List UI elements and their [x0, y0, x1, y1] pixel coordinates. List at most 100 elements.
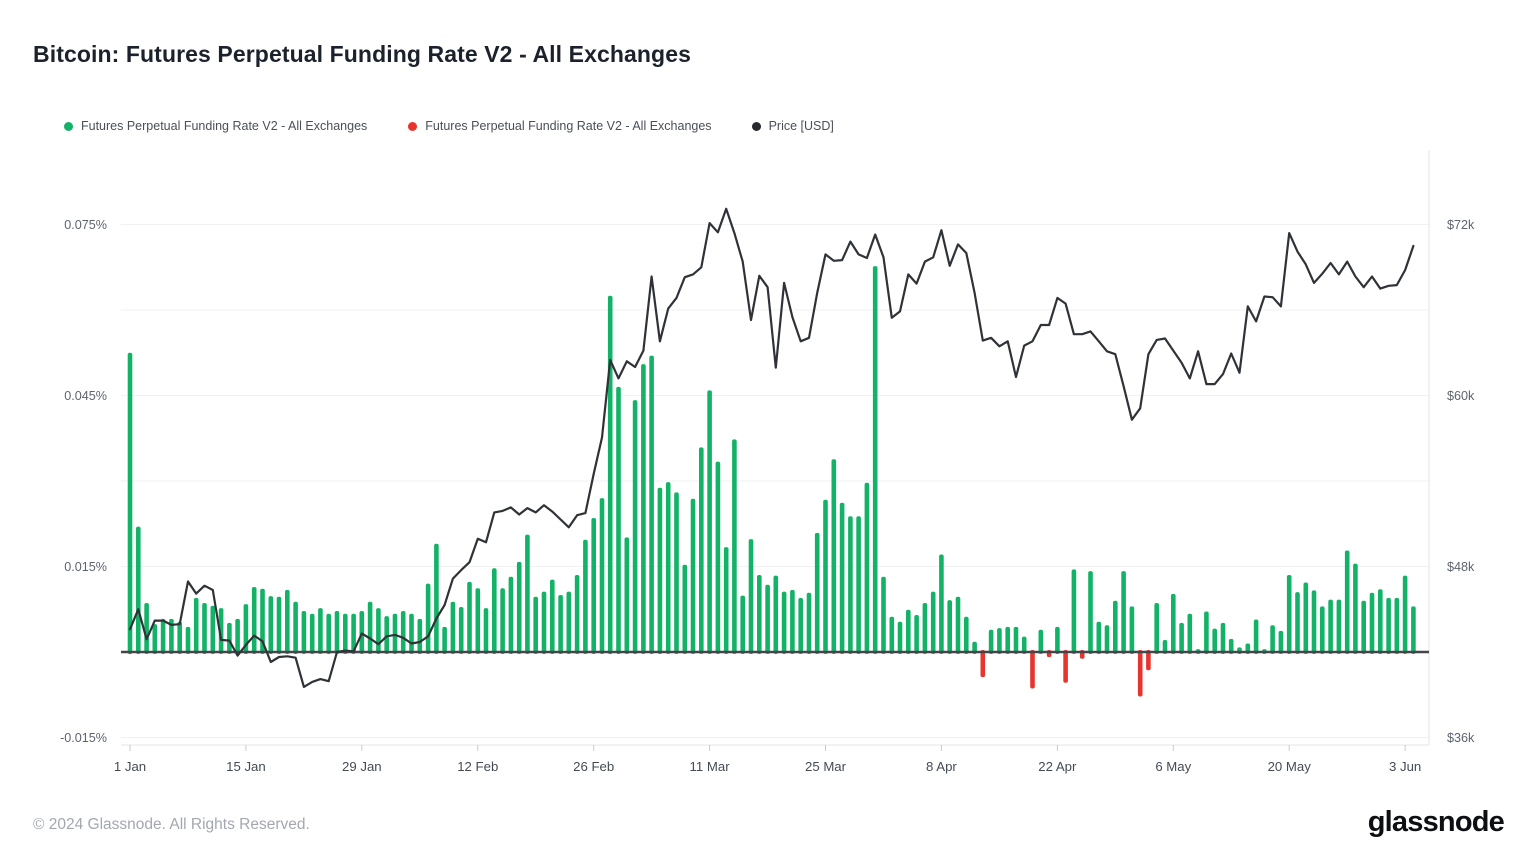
- funding-bar-positive[interactable]: [930, 591, 936, 654]
- funding-bar-positive[interactable]: [1361, 600, 1366, 654]
- funding-bar-positive[interactable]: [632, 400, 638, 654]
- funding-bar-negative[interactable]: [980, 650, 986, 678]
- funding-bar-positive[interactable]: [657, 487, 663, 654]
- funding-bar-positive[interactable]: [1187, 613, 1193, 654]
- funding-bar-positive[interactable]: [144, 603, 149, 654]
- funding-bar-positive[interactable]: [1311, 590, 1317, 654]
- funding-bar-positive[interactable]: [690, 498, 696, 654]
- funding-bar-positive[interactable]: [757, 575, 762, 654]
- funding-bar-negative[interactable]: [1030, 650, 1035, 689]
- funding-bar-positive[interactable]: [541, 591, 547, 654]
- funding-bar-positive[interactable]: [1278, 630, 1284, 654]
- funding-bar-positive[interactable]: [790, 589, 795, 654]
- funding-bar-positive[interactable]: [699, 447, 704, 654]
- funding-bar-positive[interactable]: [367, 601, 373, 654]
- funding-bar-positive[interactable]: [1088, 571, 1093, 654]
- funding-bar-positive[interactable]: [814, 532, 820, 654]
- funding-bar-positive[interactable]: [1154, 603, 1159, 654]
- funding-bar-positive[interactable]: [740, 595, 745, 654]
- funding-bar-positive[interactable]: [185, 626, 191, 654]
- funding-bar-positive[interactable]: [516, 561, 522, 654]
- funding-bar-positive[interactable]: [227, 622, 232, 654]
- funding-bar-positive[interactable]: [458, 607, 464, 654]
- funding-bar-positive[interactable]: [997, 628, 1002, 654]
- funding-bar-positive[interactable]: [922, 603, 928, 654]
- funding-bar-positive[interactable]: [583, 539, 588, 654]
- funding-bar-positive[interactable]: [483, 608, 489, 654]
- funding-bar-positive[interactable]: [260, 588, 265, 654]
- funding-bar-positive[interactable]: [1378, 589, 1383, 654]
- funding-bar-positive[interactable]: [533, 596, 538, 654]
- funding-bar-positive[interactable]: [897, 621, 903, 654]
- funding-bar-positive[interactable]: [1394, 597, 1400, 654]
- funding-bar-positive[interactable]: [243, 604, 249, 654]
- funding-bar-positive[interactable]: [566, 591, 572, 654]
- funding-bar-positive[interactable]: [202, 603, 207, 654]
- funding-bar-positive[interactable]: [748, 539, 754, 654]
- funding-bar-positive[interactable]: [955, 596, 961, 654]
- funding-bar-positive[interactable]: [218, 608, 224, 654]
- funding-bar-positive[interactable]: [599, 498, 605, 654]
- funding-bar-positive[interactable]: [434, 543, 439, 654]
- funding-bar-positive[interactable]: [500, 588, 505, 654]
- funding-bar-positive[interactable]: [848, 516, 853, 654]
- funding-bar-positive[interactable]: [1303, 582, 1309, 655]
- funding-bar-positive[interactable]: [1386, 597, 1391, 654]
- funding-bar-positive[interactable]: [309, 613, 315, 654]
- funding-bar-positive[interactable]: [301, 611, 307, 654]
- funding-bar-positive[interactable]: [1021, 636, 1027, 654]
- funding-bar-positive[interactable]: [674, 492, 679, 654]
- funding-bar-positive[interactable]: [607, 295, 613, 655]
- funding-bar-positive[interactable]: [1253, 619, 1259, 655]
- funding-bar-positive[interactable]: [624, 537, 630, 654]
- funding-bar-positive[interactable]: [641, 364, 646, 654]
- funding-bar-positive[interactable]: [574, 575, 580, 654]
- funding-bar-positive[interactable]: [409, 613, 414, 654]
- funding-bar-positive[interactable]: [732, 439, 737, 654]
- funding-bar-positive[interactable]: [1320, 606, 1325, 654]
- funding-bar-positive[interactable]: [235, 618, 240, 654]
- funding-bar-positive[interactable]: [384, 616, 389, 654]
- funding-bar-positive[interactable]: [1212, 628, 1217, 654]
- funding-bar-positive[interactable]: [508, 576, 514, 654]
- funding-bar-positive[interactable]: [136, 526, 141, 654]
- funding-bar-positive[interactable]: [210, 605, 216, 654]
- price-line[interactable]: [128, 207, 1415, 689]
- funding-bar-positive[interactable]: [169, 618, 174, 654]
- legend-item-funding-negative[interactable]: Futures Perpetual Funding Rate V2 - All …: [408, 119, 712, 133]
- funding-bar-positive[interactable]: [1129, 606, 1135, 654]
- legend-item-funding-positive[interactable]: Futures Perpetual Funding Rate V2 - All …: [64, 119, 367, 133]
- funding-bar-positive[interactable]: [665, 482, 671, 654]
- funding-bar-positive[interactable]: [988, 629, 994, 654]
- funding-bar-negative[interactable]: [1063, 650, 1068, 683]
- funding-bar-positive[interactable]: [1353, 563, 1358, 654]
- funding-bar-positive[interactable]: [872, 266, 878, 654]
- funding-bar-positive[interactable]: [160, 618, 166, 654]
- funding-bar-positive[interactable]: [558, 595, 563, 654]
- funding-bar-positive[interactable]: [682, 564, 688, 654]
- funding-bar-positive[interactable]: [1162, 640, 1168, 654]
- funding-bar-negative[interactable]: [1146, 650, 1151, 671]
- funding-bar-positive[interactable]: [1179, 622, 1184, 654]
- funding-bar-positive[interactable]: [914, 615, 919, 654]
- funding-bar-positive[interactable]: [1096, 621, 1102, 654]
- funding-bar-positive[interactable]: [334, 611, 340, 654]
- funding-bar-positive[interactable]: [400, 611, 406, 654]
- funding-bar-positive[interactable]: [591, 518, 596, 654]
- funding-bar-positive[interactable]: [525, 534, 530, 654]
- funding-bar-positive[interactable]: [550, 579, 555, 654]
- funding-bar-positive[interactable]: [939, 554, 944, 655]
- funding-bar-positive[interactable]: [152, 624, 158, 654]
- funding-bar-positive[interactable]: [1369, 592, 1375, 654]
- funding-bar-positive[interactable]: [1220, 622, 1226, 654]
- funding-bar-positive[interactable]: [1071, 569, 1077, 654]
- funding-bar-positive[interactable]: [906, 609, 911, 654]
- funding-bar-positive[interactable]: [715, 461, 721, 654]
- funding-bar-positive[interactable]: [798, 597, 803, 654]
- funding-bar-positive[interactable]: [1295, 592, 1300, 654]
- funding-bar-positive[interactable]: [806, 592, 812, 654]
- funding-bar-positive[interactable]: [1344, 550, 1350, 655]
- funding-bar-positive[interactable]: [293, 601, 298, 654]
- funding-bar-positive[interactable]: [889, 616, 895, 654]
- funding-bar-positive[interactable]: [1055, 626, 1060, 654]
